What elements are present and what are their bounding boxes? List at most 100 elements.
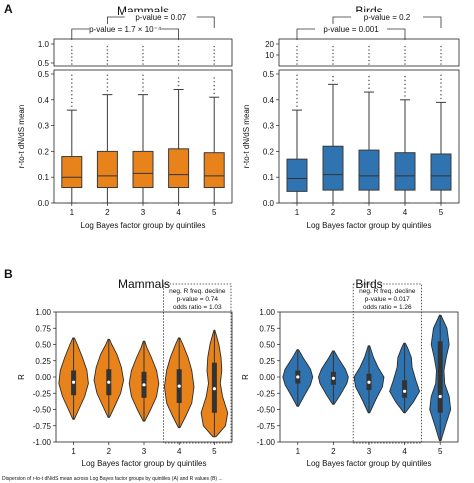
violin-median-dot bbox=[438, 394, 442, 399]
outlier-point bbox=[142, 59, 144, 62]
outlier-point bbox=[142, 74, 144, 77]
outlier-point bbox=[71, 86, 73, 88]
y-axis-label: R bbox=[17, 374, 26, 380]
outlier-point bbox=[106, 45, 109, 48]
outlier-point bbox=[332, 52, 334, 55]
x-axis-label: Log Bayes factor group by quintiles bbox=[81, 221, 206, 230]
outlier-point bbox=[71, 97, 73, 100]
outlier-point bbox=[368, 59, 370, 62]
outlier-point bbox=[332, 59, 334, 62]
y-tick-label: -0.75 bbox=[33, 422, 52, 431]
bracket-label-bg bbox=[315, 24, 387, 34]
violin-median-dot bbox=[331, 376, 335, 380]
outlier-point bbox=[296, 82, 298, 84]
outlier-point bbox=[106, 59, 109, 62]
outlier-point bbox=[296, 45, 298, 48]
bracket-label-bg bbox=[89, 24, 162, 34]
outlier-point bbox=[332, 75, 334, 78]
outlier-point bbox=[71, 59, 73, 62]
y-tick-label: 0.75 bbox=[259, 324, 275, 333]
outlier-point bbox=[213, 45, 215, 48]
annotation-line: neg. R freq. decline bbox=[359, 288, 416, 295]
outlier-point bbox=[213, 56, 215, 58]
y-tick-label: 0.0 bbox=[38, 199, 50, 208]
outlier-point bbox=[71, 101, 73, 104]
panel-B-mammals: Mammals 1.00 0.75 0.50 0.25 0.00 -0.25 -0.50 -0.… bbox=[17, 277, 233, 468]
outlier-point bbox=[71, 56, 73, 58]
annotation-box bbox=[163, 283, 232, 444]
violin-median-dot bbox=[367, 380, 371, 384]
x-tick-label: 3 bbox=[142, 447, 147, 456]
y-tick-label: 0.2 bbox=[38, 147, 50, 156]
outlier-point bbox=[296, 56, 298, 58]
upper-y-tick-label: 20 bbox=[265, 40, 274, 49]
outlier-point bbox=[142, 45, 144, 48]
outlier-point bbox=[213, 92, 215, 95]
outlier-point bbox=[177, 77, 180, 79]
upper-y-tick-label: 0.5 bbox=[38, 59, 50, 68]
outlier-point bbox=[71, 45, 73, 48]
outlier-point bbox=[440, 86, 442, 88]
x-tick-label: 5 bbox=[212, 447, 217, 456]
outlier-point bbox=[177, 59, 180, 62]
violin-median-dot bbox=[403, 389, 407, 393]
y-tick-label: 0.5 bbox=[38, 70, 50, 79]
violin-median-dot bbox=[72, 380, 76, 384]
outlier-point bbox=[440, 78, 442, 80]
outlier-point bbox=[368, 87, 370, 89]
x-tick-label: 1 bbox=[296, 447, 301, 456]
annotation-line: odds ratio = 1.03 bbox=[173, 304, 222, 311]
outlier-point bbox=[177, 80, 180, 83]
outlier-point bbox=[368, 79, 370, 82]
outlier-point bbox=[213, 49, 215, 51]
outlier-point bbox=[404, 75, 406, 78]
outlier-point bbox=[142, 49, 144, 51]
bracket-label-bg bbox=[124, 12, 197, 22]
outlier-point bbox=[332, 56, 334, 58]
box-bar bbox=[203, 152, 225, 189]
y-tick-label: 0.25 bbox=[35, 357, 51, 366]
outlier-point bbox=[440, 49, 442, 51]
x-tick-label: 2 bbox=[331, 447, 336, 456]
y-tick-label: 0.75 bbox=[35, 324, 51, 333]
outlier-point bbox=[106, 74, 109, 77]
y-tick-label: 0.3 bbox=[38, 122, 50, 131]
x-tick-label: 3 bbox=[367, 208, 372, 217]
outlier-point bbox=[71, 74, 73, 77]
outlier-point bbox=[404, 49, 406, 51]
outlier-point bbox=[213, 88, 215, 91]
y-tick-label: -0.25 bbox=[257, 389, 276, 398]
y-tick-label: 0.25 bbox=[259, 357, 275, 366]
outlier-point bbox=[296, 63, 298, 65]
outlier-point bbox=[296, 97, 298, 100]
y-tick-label: -0.25 bbox=[33, 389, 52, 398]
violin-iqr-bar bbox=[402, 380, 408, 398]
panel-b-label: B bbox=[4, 267, 13, 281]
upper-y-tick-label: 1.0 bbox=[38, 40, 50, 49]
outlier-point bbox=[404, 87, 406, 89]
outlier-point bbox=[106, 86, 109, 88]
outlier-point bbox=[142, 78, 144, 80]
x-tick-label: 2 bbox=[107, 447, 112, 456]
y-tick-label: -1.00 bbox=[257, 438, 276, 447]
x-tick-label: 3 bbox=[141, 208, 146, 217]
outlier-point bbox=[440, 74, 442, 77]
outlier-point bbox=[106, 78, 109, 80]
x-tick-label: 4 bbox=[403, 208, 408, 217]
outlier-point bbox=[71, 52, 73, 55]
outlier-point bbox=[368, 49, 370, 51]
outlier-point bbox=[296, 101, 298, 104]
y-tick-label: -0.50 bbox=[257, 406, 276, 415]
outlier-point bbox=[142, 56, 144, 58]
x-tick-label: 5 bbox=[438, 447, 443, 456]
y-tick-label: 0.50 bbox=[35, 341, 51, 350]
y-tick-label: 0.0 bbox=[263, 199, 275, 208]
y-tick-label: 0.00 bbox=[35, 373, 51, 382]
x-tick-label: 1 bbox=[71, 447, 76, 456]
outlier-point bbox=[404, 79, 406, 82]
outlier-point bbox=[368, 56, 370, 58]
x-axis-label: Log Bayes factor group by quintiles bbox=[82, 459, 207, 468]
outlier-point bbox=[332, 79, 334, 82]
outlier-point bbox=[440, 56, 442, 58]
